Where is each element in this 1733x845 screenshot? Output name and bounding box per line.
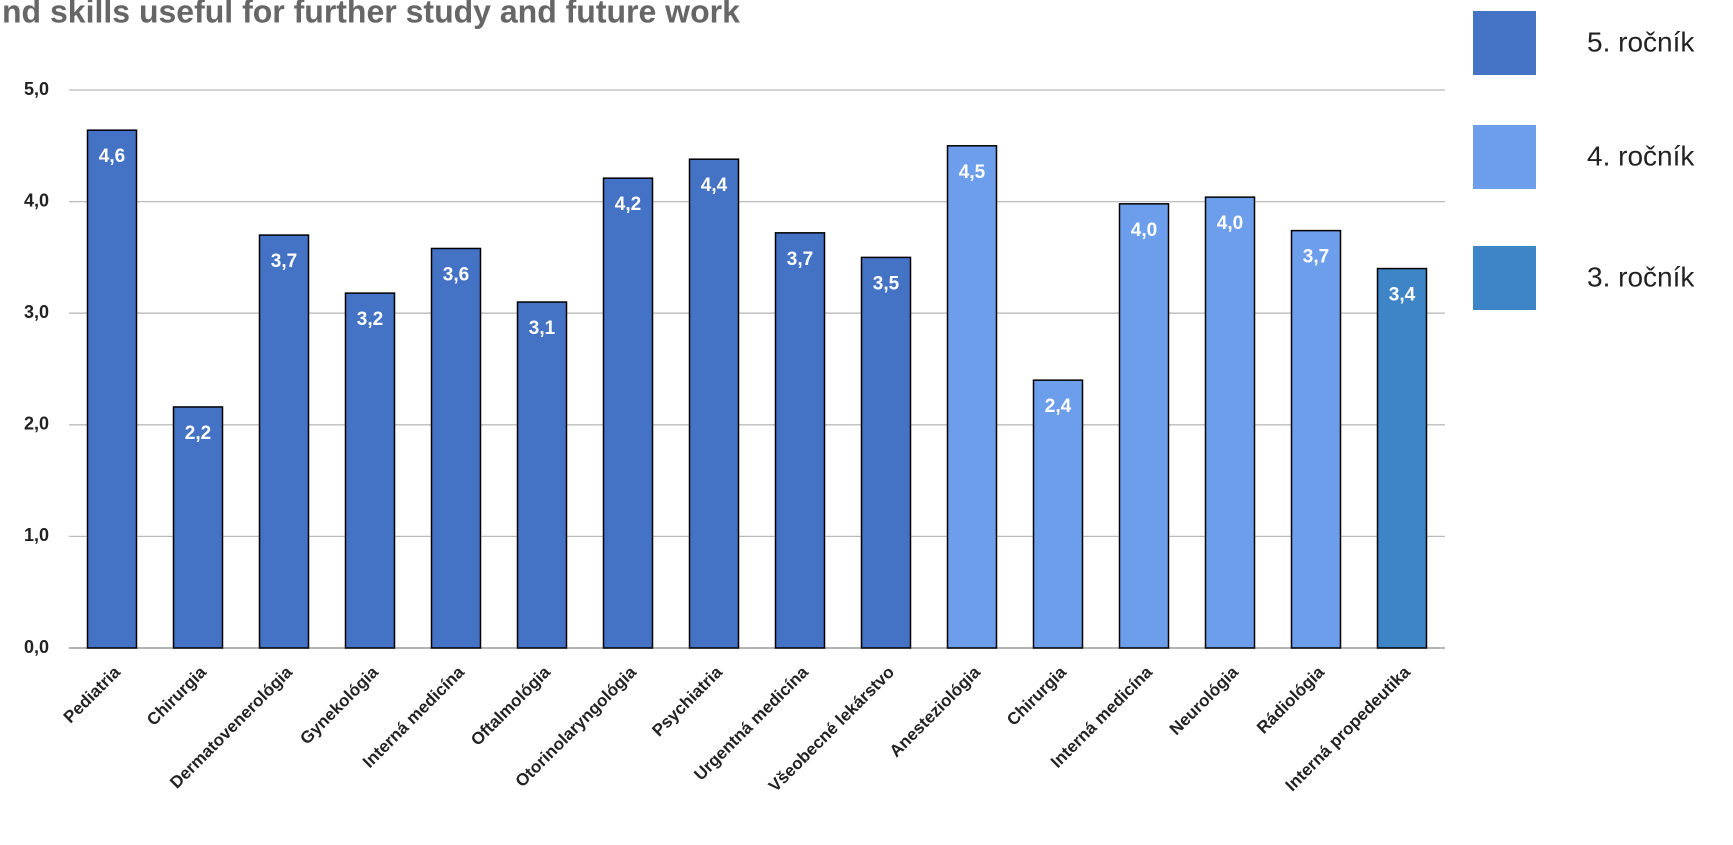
value-label: 4,5 — [959, 162, 986, 183]
x-tick-label: Chirurgia — [1003, 662, 1070, 729]
value-label: 3,6 — [443, 264, 469, 285]
chart-title: nd skills useful for further study and f… — [2, 0, 740, 29]
y-tick-label: 5,0 — [24, 79, 49, 99]
bar — [774, 232, 826, 649]
x-tick-label: Rádiológia — [1253, 662, 1328, 737]
bar — [86, 129, 138, 649]
legend-swatch — [1473, 11, 1536, 75]
value-label: 3,5 — [873, 273, 900, 294]
y-tick-label: 4,0 — [24, 190, 49, 210]
value-label: 3,1 — [529, 318, 556, 339]
bar — [430, 247, 482, 649]
bar — [1376, 267, 1428, 649]
y-tick-label: 3,0 — [24, 302, 49, 322]
bar — [344, 292, 396, 649]
bar — [602, 177, 654, 649]
value-label: 4,6 — [99, 146, 125, 167]
x-tick-label: Chirurgia — [143, 662, 210, 729]
value-label: 3,2 — [357, 309, 383, 330]
legend-label: 5. ročník — [1587, 26, 1695, 57]
legend-swatch — [1473, 125, 1536, 189]
x-tick-label: Gynekológia — [296, 662, 382, 748]
legend-swatch — [1473, 246, 1536, 310]
bar — [1290, 229, 1342, 649]
bar — [860, 256, 912, 649]
value-label: 4,4 — [701, 175, 728, 196]
bar — [258, 234, 310, 649]
x-tick-label: Psychiatria — [648, 662, 726, 740]
y-tick-label: 0,0 — [24, 637, 49, 657]
x-tick-label: Neurológia — [1166, 662, 1243, 739]
value-label: 3,7 — [1303, 247, 1329, 268]
legend-label: 3. ročník — [1587, 261, 1695, 292]
bar — [1204, 196, 1256, 649]
bar — [946, 145, 998, 649]
bar — [688, 158, 740, 649]
value-label: 2,2 — [185, 423, 211, 444]
y-tick-label: 1,0 — [24, 525, 49, 545]
bar — [1032, 379, 1084, 649]
x-tick-label: Oftalmológia — [467, 662, 554, 749]
value-label: 4,0 — [1217, 213, 1243, 234]
value-label: 4,0 — [1131, 220, 1157, 241]
legend-label: 4. ročník — [1587, 140, 1695, 171]
value-label: 3,4 — [1389, 285, 1416, 306]
value-label: 3,7 — [787, 249, 813, 270]
value-label: 4,2 — [615, 194, 641, 215]
value-label: 3,7 — [271, 251, 297, 272]
value-label: 2,4 — [1045, 396, 1072, 417]
x-tick-label: Pediatria — [60, 662, 125, 727]
bar — [172, 406, 224, 649]
bar — [516, 301, 568, 649]
x-tick-label: Anesteziológia — [886, 662, 985, 761]
bar — [1118, 203, 1170, 649]
y-tick-label: 2,0 — [24, 414, 49, 434]
